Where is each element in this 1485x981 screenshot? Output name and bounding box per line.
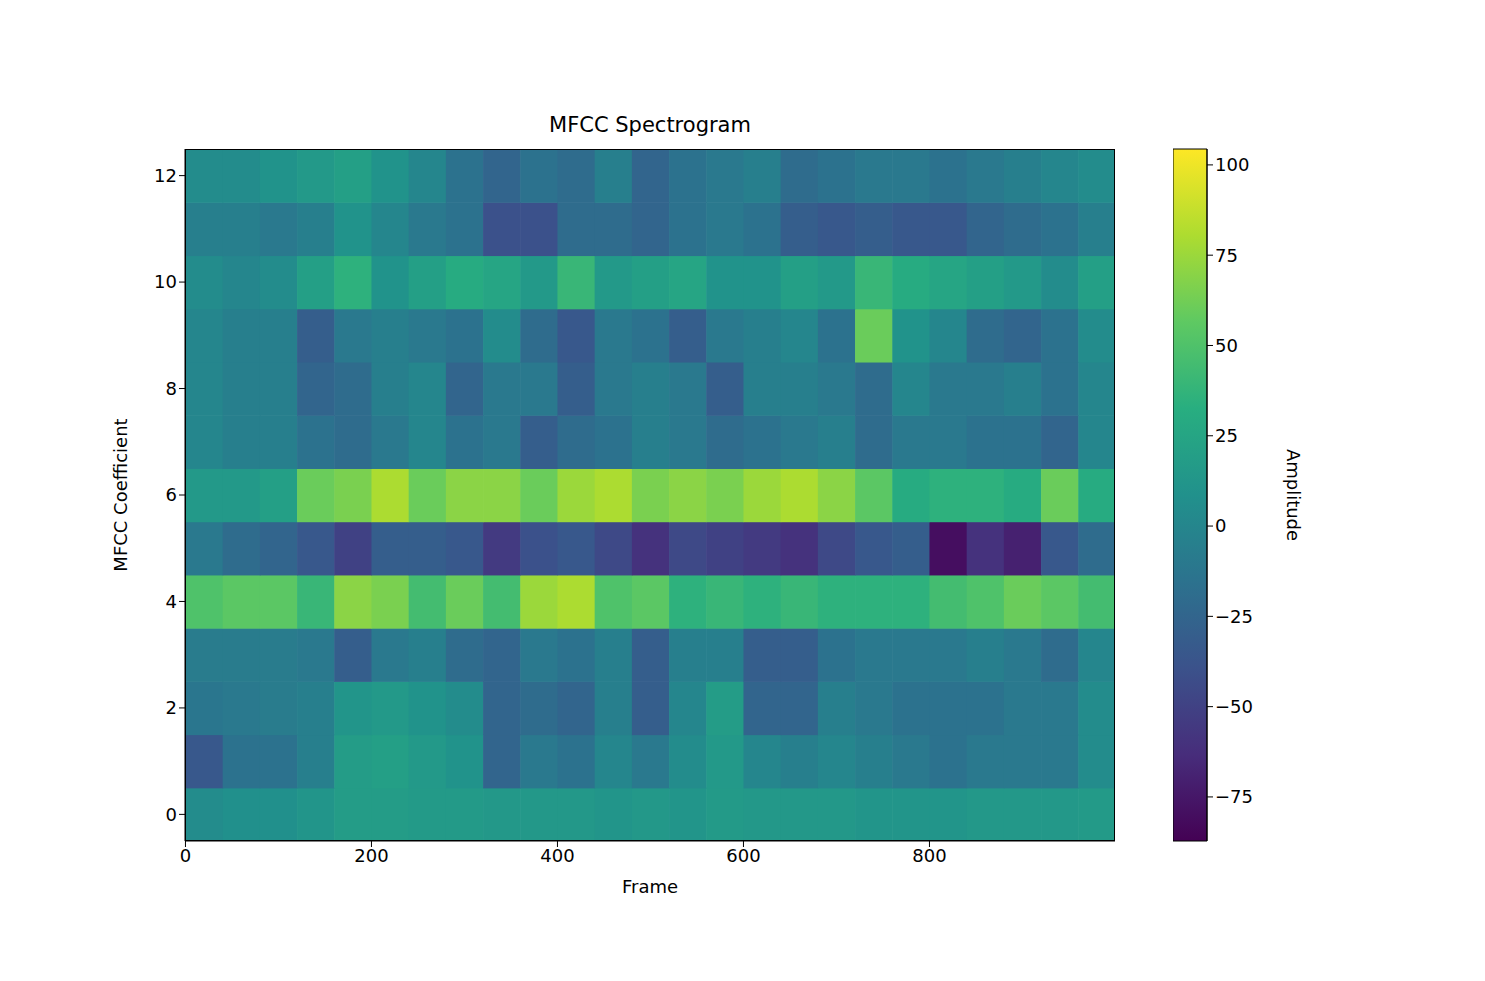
svg-text:800: 800: [912, 845, 946, 866]
html-text:MFCC Spectrogram: MFCC Spectrogram: [549, 113, 751, 137]
svg-text:0: 0: [1215, 515, 1226, 536]
svg-text:50: 50: [1215, 335, 1238, 356]
svg-text:10: 10: [154, 271, 177, 292]
svg-text:MFCC Coefficient: MFCC Coefficient: [110, 418, 131, 571]
svg-text:25: 25: [1215, 425, 1238, 446]
svg-text:12: 12: [154, 165, 177, 186]
svg-text:−25: −25: [1215, 606, 1253, 627]
svg-text:−50: −50: [1215, 696, 1253, 717]
svg-text:200: 200: [354, 845, 388, 866]
svg-text:0: 0: [180, 845, 191, 866]
svg-text:8: 8: [166, 378, 177, 399]
svg-text:400: 400: [540, 845, 574, 866]
svg-text:Frame: Frame: [622, 876, 678, 897]
svg-text:100: 100: [1215, 154, 1249, 175]
svg-text:6: 6: [166, 484, 177, 505]
svg-text:2: 2: [166, 697, 177, 718]
svg-text:600: 600: [726, 845, 760, 866]
svg-text:4: 4: [166, 591, 177, 612]
svg-text:−75: −75: [1215, 786, 1253, 807]
svg-text:Amplitude: Amplitude: [1283, 449, 1304, 541]
svg-text:0: 0: [166, 804, 177, 825]
svg-text:75: 75: [1215, 245, 1238, 266]
